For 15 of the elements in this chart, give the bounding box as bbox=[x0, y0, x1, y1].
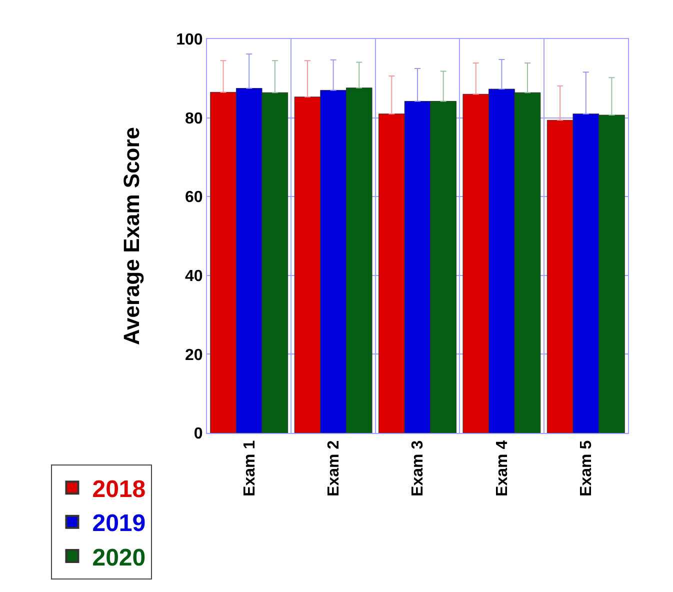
x-tick-label: Exam 5 bbox=[578, 440, 596, 496]
legend-label: 2020 bbox=[92, 544, 146, 572]
y-axis-title: Average Exam Score bbox=[118, 126, 144, 346]
legend-label: 2018 bbox=[92, 476, 146, 503]
y-tick-label: 20 bbox=[185, 346, 203, 364]
legend-label: 2019 bbox=[92, 510, 146, 538]
x-tick-label: Exam 1 bbox=[241, 440, 258, 496]
x-tick-label: Exam 3 bbox=[410, 440, 427, 496]
y-tick-label: 0 bbox=[194, 426, 203, 443]
y-tick-label: 40 bbox=[185, 268, 203, 285]
y-tick-label: 60 bbox=[185, 189, 203, 206]
y-tick-label: 100 bbox=[176, 32, 203, 49]
x-tick-label: Exam 2 bbox=[326, 440, 342, 496]
y-tick-label: 80 bbox=[185, 110, 203, 128]
x-tick-label: Exam 4 bbox=[494, 440, 511, 496]
